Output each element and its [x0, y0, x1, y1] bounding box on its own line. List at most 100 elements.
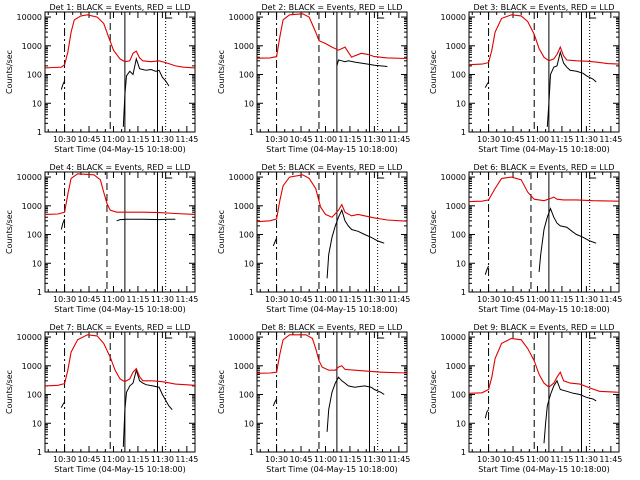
- panel-det-6: Det 6: BLACK = Events, RED = LLD 1 10 100 10…: [429, 163, 622, 314]
- x-tick-label: 11:45: [387, 295, 410, 304]
- y-tick-label: 10000: [229, 173, 254, 182]
- x-axis-title: Start Time (04-May-15 10:18:00): [266, 145, 397, 154]
- x-axis-title: Start Time (04-May-15 10:18:00): [54, 305, 185, 314]
- events-series-pre: [484, 265, 490, 275]
- x-tick-label: 10:45: [77, 135, 100, 144]
- y-tick-label: 10000: [441, 333, 466, 342]
- x-tick-label: 11:15: [338, 295, 361, 304]
- x-tick-label: 11:15: [550, 295, 573, 304]
- panel-title: Det 8: BLACK = Events, RED = LLD: [262, 323, 403, 332]
- x-axis-title: Start Time (04-May-15 10:18:00): [266, 465, 397, 474]
- y-axis-title: Counts/sec: [429, 370, 438, 414]
- x-tick-label: 11:00: [102, 295, 125, 304]
- x-tick-label: 11:15: [550, 455, 573, 464]
- lld-series: [469, 14, 619, 66]
- panel-det-2: Det 2: BLACK = Events, RED = LLD 1 10 100 10…: [217, 3, 410, 154]
- x-tick-label: 11:45: [387, 135, 410, 144]
- x-tick-label: 11:15: [550, 135, 573, 144]
- y-tick-label: 10000: [17, 173, 42, 182]
- x-tick-label: 11:30: [363, 295, 386, 304]
- y-tick-label: 10000: [441, 13, 466, 22]
- time-bracket-mark: [165, 332, 173, 339]
- events-series-pre: [60, 218, 66, 230]
- y-axis-title: Counts/sec: [217, 50, 226, 94]
- x-tick-label: 10:30: [53, 455, 76, 464]
- x-tick-label: 11:30: [151, 455, 174, 464]
- y-axis-title: Counts/sec: [429, 210, 438, 254]
- y-tick-label: 10: [32, 99, 42, 108]
- panel-title: Det 6: BLACK = Events, RED = LLD: [474, 163, 615, 172]
- y-tick-label: 1: [37, 128, 42, 137]
- events-series: [326, 376, 385, 432]
- x-tick-label: 10:45: [289, 135, 312, 144]
- lld-series: [257, 334, 407, 374]
- lld-series: [45, 14, 195, 69]
- x-tick-label: 10:30: [477, 135, 500, 144]
- y-tick-label: 10: [456, 99, 466, 108]
- plot-frame: [256, 11, 408, 133]
- x-tick-label: 11:00: [102, 455, 125, 464]
- x-tick-label: 11:45: [599, 295, 622, 304]
- x-tick-label: 11:45: [175, 455, 198, 464]
- lld-series: [45, 334, 195, 387]
- y-tick-label: 100: [27, 231, 42, 240]
- plot-frame: [256, 171, 408, 293]
- y-tick-label: 1000: [234, 42, 254, 51]
- y-tick-label: 100: [451, 231, 466, 240]
- x-tick-label: 11:30: [575, 455, 598, 464]
- y-tick-label: 100: [451, 71, 466, 80]
- y-tick-label: 10: [456, 419, 466, 428]
- panel-title: Det 7: BLACK = Events, RED = LLD: [50, 323, 191, 332]
- x-tick-label: 11:30: [151, 295, 174, 304]
- x-tick-label: 11:30: [575, 295, 598, 304]
- time-bracket-mark: [165, 172, 173, 179]
- x-tick-label: 10:45: [289, 295, 312, 304]
- time-bracket-mark: [589, 12, 597, 19]
- x-tick-label: 10:30: [265, 135, 288, 144]
- y-tick-label: 1: [249, 128, 254, 137]
- y-tick-label: 10000: [229, 13, 254, 22]
- x-tick-label: 10:30: [265, 295, 288, 304]
- time-bracket-mark: [377, 332, 385, 339]
- x-tick-label: 10:45: [289, 455, 312, 464]
- events-series: [122, 368, 173, 447]
- events-series: [116, 218, 176, 222]
- x-axis-title: Start Time (04-May-15 10:18:00): [478, 145, 609, 154]
- x-tick-label: 11:45: [387, 455, 410, 464]
- events-series: [336, 59, 388, 67]
- events-series: [326, 208, 385, 279]
- y-tick-label: 1000: [234, 202, 254, 211]
- events-series: [546, 50, 597, 127]
- y-tick-label: 10: [456, 259, 466, 268]
- y-tick-label: 100: [451, 391, 466, 400]
- x-tick-label: 11:00: [314, 135, 337, 144]
- time-bracket-mark: [589, 172, 597, 179]
- y-tick-label: 1: [249, 448, 254, 457]
- y-tick-label: 1000: [446, 42, 466, 51]
- x-axis-title: Start Time (04-May-15 10:18:00): [478, 465, 609, 474]
- x-tick-label: 11:15: [338, 135, 361, 144]
- plot-frame: [44, 171, 196, 293]
- y-tick-label: 1: [37, 288, 42, 297]
- y-tick-label: 100: [239, 71, 254, 80]
- y-tick-label: 10000: [17, 333, 42, 342]
- x-tick-label: 11:45: [175, 135, 198, 144]
- x-tick-label: 11:00: [526, 455, 549, 464]
- y-tick-label: 1: [37, 448, 42, 457]
- y-tick-label: 10: [244, 419, 254, 428]
- panel-title: Det 1: BLACK = Events, RED = LLD: [50, 3, 191, 12]
- events-series: [122, 57, 170, 127]
- x-tick-label: 11:30: [363, 135, 386, 144]
- x-tick-label: 11:00: [526, 295, 549, 304]
- events-series-pre: [484, 409, 489, 419]
- y-tick-label: 1: [461, 128, 466, 137]
- lld-series: [469, 337, 619, 394]
- x-tick-label: 11:45: [599, 455, 622, 464]
- y-tick-label: 1000: [446, 362, 466, 371]
- x-tick-label: 10:30: [477, 295, 500, 304]
- x-tick-label: 10:45: [77, 455, 100, 464]
- y-axis-title: Counts/sec: [5, 370, 14, 414]
- lld-series: [257, 13, 407, 60]
- x-tick-label: 10:30: [53, 135, 76, 144]
